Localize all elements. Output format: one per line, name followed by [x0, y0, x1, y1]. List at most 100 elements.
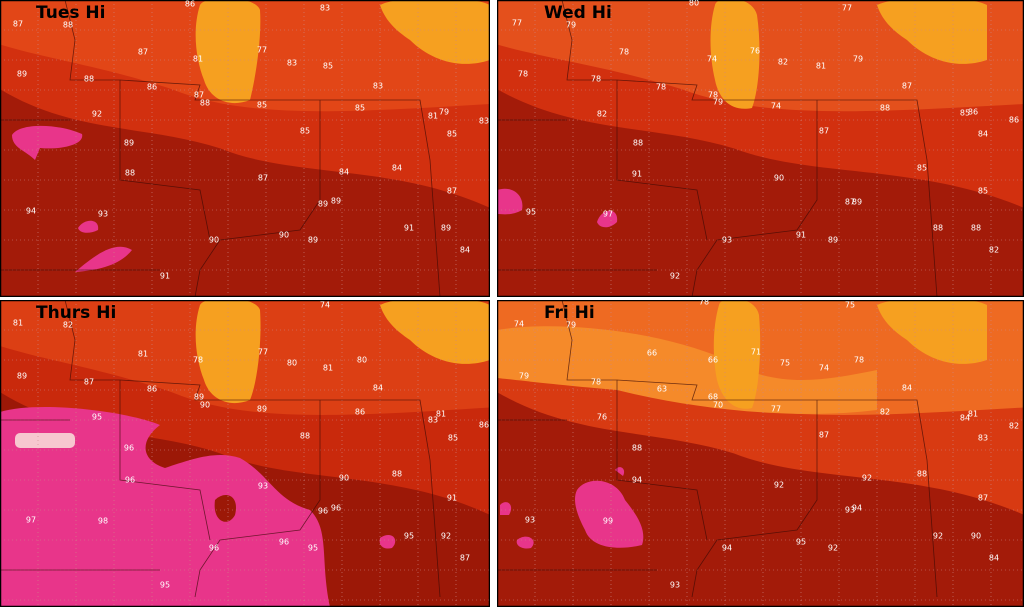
warmer-region: [497, 300, 1024, 415]
temperature-label: 81: [436, 410, 446, 419]
temperature-label: 84: [978, 130, 988, 139]
temperature-label: 93: [670, 581, 680, 590]
temperature-label: 80: [287, 359, 297, 368]
temperature-label: 78: [854, 356, 864, 365]
temperature-label: 87: [13, 20, 23, 29]
temperature-label: 85: [355, 104, 365, 113]
temperature-label: 90: [200, 401, 210, 410]
temperature-label: 93: [258, 482, 268, 491]
temperature-label: 77: [512, 19, 522, 28]
temperature-label: 87: [138, 48, 148, 57]
temperature-label: 96: [125, 476, 135, 485]
temperature-label: 88: [300, 432, 310, 441]
hot-region: [500, 502, 512, 515]
temperature-label: 85: [447, 130, 457, 139]
temperature-label: 78: [619, 48, 629, 57]
temperature-label: 85: [978, 187, 988, 196]
temperature-label: 82: [1009, 422, 1019, 431]
temperature-label: 83: [428, 416, 438, 425]
temperature-label: 87: [819, 127, 829, 136]
temperature-label: 86: [968, 108, 978, 117]
lake-region: [710, 0, 760, 109]
hot-region: [597, 210, 618, 228]
temperature-label: 74: [514, 320, 524, 329]
temperature-label: 90: [339, 474, 349, 483]
temperature-label: 96: [331, 504, 341, 513]
state-borders: [497, 300, 938, 598]
temperature-label: 80: [357, 356, 367, 365]
temperature-label: 82: [880, 408, 890, 417]
temperature-label: 82: [63, 321, 73, 330]
temperature-label: 88: [971, 224, 981, 233]
panel-title: Fri Hi: [544, 303, 595, 323]
temperature-label: 81: [138, 350, 148, 359]
temperature-label: 89: [828, 236, 838, 245]
temperature-label: 96: [279, 538, 289, 547]
temperature-label: 79: [566, 321, 576, 330]
temperature-label: 88: [63, 21, 73, 30]
temperature-label: 91: [160, 272, 170, 281]
temperature-label: 92: [828, 544, 838, 553]
temperature-label: 98: [98, 517, 108, 526]
temperature-label: 92: [774, 481, 784, 490]
temperature-label: 87: [978, 494, 988, 503]
temperature-label: 94: [632, 476, 642, 485]
temperature-label: 99: [603, 517, 613, 526]
temperature-label: 88: [633, 139, 643, 148]
temperature-label: 89: [194, 393, 204, 402]
temperature-label: 92: [670, 272, 680, 281]
lake-region: [713, 300, 761, 409]
temperature-label: 86: [355, 408, 365, 417]
temperature-label: 79: [713, 98, 723, 107]
north-region: [380, 0, 490, 64]
temperature-label: 84: [902, 384, 912, 393]
temperature-label: 97: [603, 210, 613, 219]
temperature-label: 93: [98, 210, 108, 219]
temperature-label: 91: [404, 224, 414, 233]
temperature-label: 81: [323, 364, 333, 373]
cool-band: [497, 326, 877, 414]
temperature-label: 68: [708, 393, 718, 402]
temperature-label: 96: [209, 544, 219, 553]
state-borders: [0, 0, 441, 297]
lake-region: [195, 0, 261, 104]
lake-region: [195, 300, 261, 404]
temperature-label: 86: [1009, 116, 1019, 125]
temperature-label: 95: [796, 538, 806, 547]
temperature-label: 78: [518, 70, 528, 79]
temperature-label: 87: [902, 82, 912, 91]
temperature-label: 95: [160, 581, 170, 590]
temperature-label: 89: [17, 70, 27, 79]
temperature-label: 84: [373, 384, 383, 393]
temperature-label: 78: [193, 356, 203, 365]
temperature-label: 77: [258, 348, 268, 357]
temperature-label: 74: [707, 55, 717, 64]
temperature-label: 88: [84, 75, 94, 84]
hot-region: [574, 480, 644, 548]
temperature-label: 81: [968, 410, 978, 419]
temperature-label: 88: [933, 224, 943, 233]
temperature-label: 92: [862, 474, 872, 483]
panel-title: Thurs Hi: [36, 303, 116, 323]
panel-frame: [0, 0, 490, 297]
temperature-label: 70: [713, 401, 723, 410]
temperature-label: 79: [853, 55, 863, 64]
cool-spot: [214, 495, 236, 522]
temperature-label: 83: [320, 4, 330, 13]
temperature-label: 79: [566, 21, 576, 30]
temperature-label: 81: [13, 319, 23, 328]
temperature-label: 89: [308, 236, 318, 245]
temperature-label: 77: [771, 405, 781, 414]
hot-region: [12, 125, 83, 160]
hot-region: [497, 188, 523, 215]
temperature-label: 84: [960, 414, 970, 423]
temperature-label: 95: [92, 413, 102, 422]
temperature-label: 96: [124, 444, 134, 453]
north-region: [877, 0, 987, 64]
